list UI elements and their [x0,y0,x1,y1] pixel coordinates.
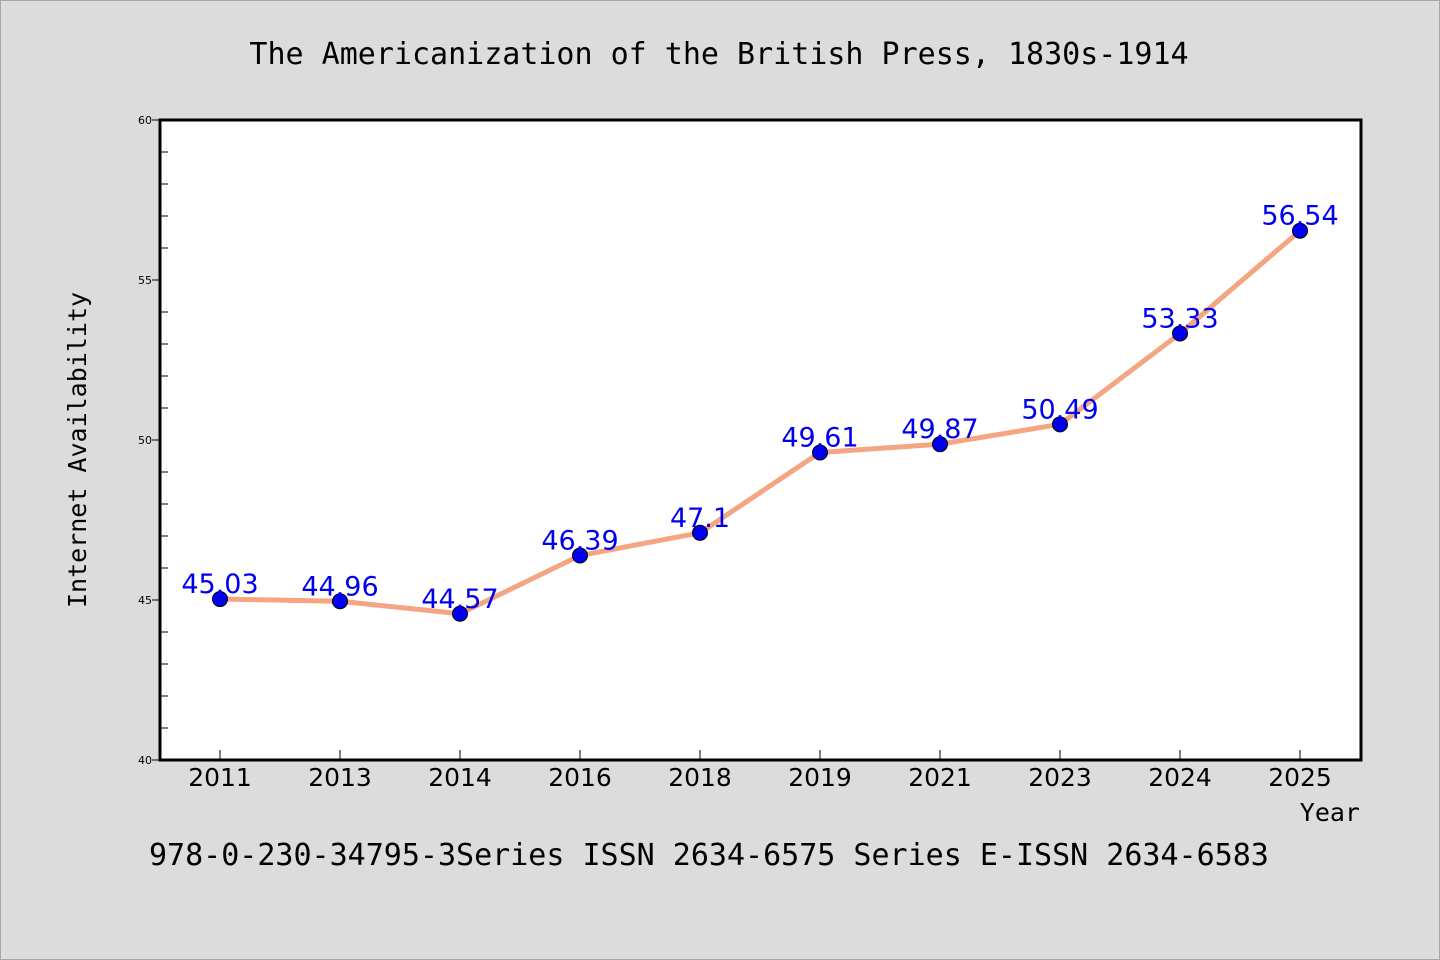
x-tick-label: 2013 [308,763,372,792]
series-line [217,228,1303,617]
y-tick-label: 60 [138,114,152,127]
data-label: 49.61 [781,422,858,453]
data-point [812,444,828,461]
x-tick-label: 2024 [1148,763,1212,792]
data-label: 49.87 [901,414,978,445]
y-axis-ticks [152,119,168,761]
y-tick-label: 40 [138,754,152,767]
x-tick-label: 2019 [788,763,852,792]
data-labels: 45.03 44.96 44.57 46.39 47.1 49.61 49.87 50.49 5… [181,201,1338,615]
data-label: 50.49 [1021,394,1098,425]
data-point [212,591,228,608]
data-label: 44.57 [421,584,498,615]
x-tick-label: 2018 [668,763,732,792]
x-tick-label: 2011 [188,763,252,792]
x-tick-label: 2016 [548,763,612,792]
data-point [1292,222,1308,239]
data-point [572,547,588,564]
y-axis-label: Internet Availability [63,292,92,608]
series-markers [212,222,1308,622]
y-tick-label: 45 [138,594,152,607]
data-point [452,605,468,622]
data-label: 45.03 [181,569,258,600]
x-axis-ticks [219,750,1301,760]
data-label: 46.39 [541,526,618,557]
x-axis-tick-labels: 2011 2013 2014 2016 2018 2019 2021 2023 2024 2025 [188,763,1332,792]
x-tick-label: 2023 [1028,763,1092,792]
data-point [1172,325,1188,342]
data-point [692,524,708,541]
x-tick-label: 2025 [1268,763,1332,792]
data-point [932,436,948,453]
data-point [332,593,348,610]
y-axis-tick-labels: 40 45 50 55 60 [138,114,152,767]
x-axis-label: Year [1300,798,1360,827]
data-label: 53.33 [1141,303,1218,334]
footer-text: 978-0-230-34795-3Series ISSN 2634-6575 S… [149,838,1269,873]
x-tick-label: 2021 [908,763,972,792]
data-label: 47.1 [670,503,730,534]
y-tick-label: 55 [138,274,152,287]
data-label: 44.96 [301,571,378,602]
plot-area [158,118,1363,762]
chart-title: The Americanization of the British Press… [249,37,1188,72]
y-tick-label: 50 [138,434,152,447]
data-label: 56.54 [1261,201,1338,232]
x-tick-label: 2014 [428,763,492,792]
data-point [1052,416,1068,433]
